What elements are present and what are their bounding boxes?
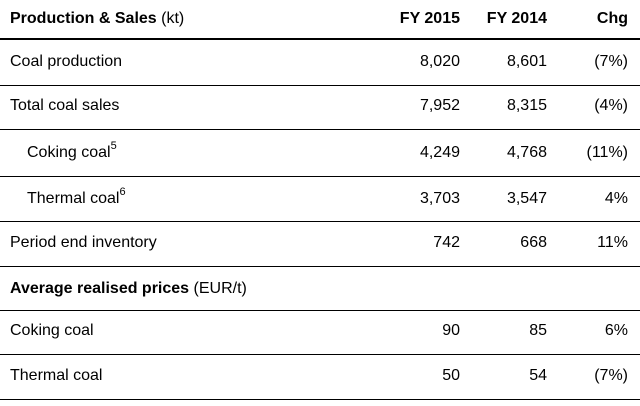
table-row: Coking coal 90 85 6% (0, 311, 640, 351)
row-label: Thermal coal6 (27, 186, 126, 208)
cell-fy2014: 4,768 (506, 144, 547, 161)
row-divider (0, 176, 640, 177)
row-label: Coal production (10, 53, 123, 70)
row-label-text: Coking coal (27, 144, 111, 161)
cell-fy2014: 8,315 (506, 97, 547, 114)
row-label: Period end inventory (10, 234, 157, 251)
row-label: Coking coal (10, 322, 94, 339)
cell-fy2014: 54 (529, 367, 547, 384)
section-title-unit: (EUR/t) (189, 280, 247, 297)
section-header-row: Average realised prices (EUR/t) (0, 268, 640, 310)
row-label: Thermal coal (10, 367, 103, 384)
header-chg: Chg (596, 10, 628, 27)
cell-chg: (4%) (594, 97, 628, 114)
row-divider (0, 310, 640, 311)
header-row: Production & Sales (kt) FY 2015 FY 2014 … (0, 4, 640, 34)
cell-fy2014: 8,601 (506, 53, 547, 70)
cell-fy2014: 668 (520, 234, 547, 251)
section-title: Average realised prices (EUR/t) (10, 280, 247, 298)
footnote-ref: 5 (110, 139, 117, 152)
table-row: Coal production 8,020 8,601 (7%) (0, 42, 640, 82)
section-title-bold: Average realised prices (10, 280, 190, 297)
table-title-unit: (kt) (156, 10, 185, 27)
cell-fy2014: 3,547 (506, 190, 547, 207)
cell-chg: (7%) (594, 53, 628, 70)
cell-fy2015: 742 (433, 234, 460, 251)
cell-fy2015: 7,952 (419, 97, 460, 114)
cell-fy2015: 50 (442, 367, 460, 384)
table-row: Thermal coal6 3,703 3,547 4% (0, 178, 640, 220)
table-title: Production & Sales (kt) (10, 10, 184, 28)
header-fy2014: FY 2014 (486, 10, 547, 27)
cell-chg: 11% (597, 234, 628, 251)
header-fy2015: FY 2015 (399, 10, 460, 27)
table-bottom-border (0, 399, 640, 400)
cell-chg: (11%) (586, 144, 629, 161)
cell-fy2015: 8,020 (419, 53, 460, 70)
table-row: Thermal coal 50 54 (7%) (0, 355, 640, 397)
cell-chg: (7%) (594, 367, 628, 384)
cell-fy2014: 85 (529, 322, 547, 339)
cell-fy2015: 4,249 (419, 144, 460, 161)
cell-chg: 4% (604, 190, 628, 207)
cell-chg: 6% (604, 322, 628, 339)
cell-fy2015: 3,703 (419, 190, 460, 207)
row-divider (0, 221, 640, 222)
header-divider (0, 38, 640, 40)
row-divider (0, 129, 640, 130)
row-label-text: Thermal coal (27, 190, 120, 207)
table-row: Coking coal5 4,249 4,768 (11%) (0, 132, 640, 174)
row-divider (0, 354, 640, 355)
row-label: Total coal sales (10, 97, 120, 114)
row-label: Coking coal5 (27, 140, 117, 162)
footnote-ref: 6 (119, 185, 126, 198)
table-row: Period end inventory 742 668 11% (0, 223, 640, 263)
table-title-bold: Production & Sales (10, 10, 157, 27)
row-divider (0, 266, 640, 267)
row-divider (0, 85, 640, 86)
table-row: Total coal sales 7,952 8,315 (4%) (0, 86, 640, 126)
cell-fy2015: 90 (442, 322, 460, 339)
